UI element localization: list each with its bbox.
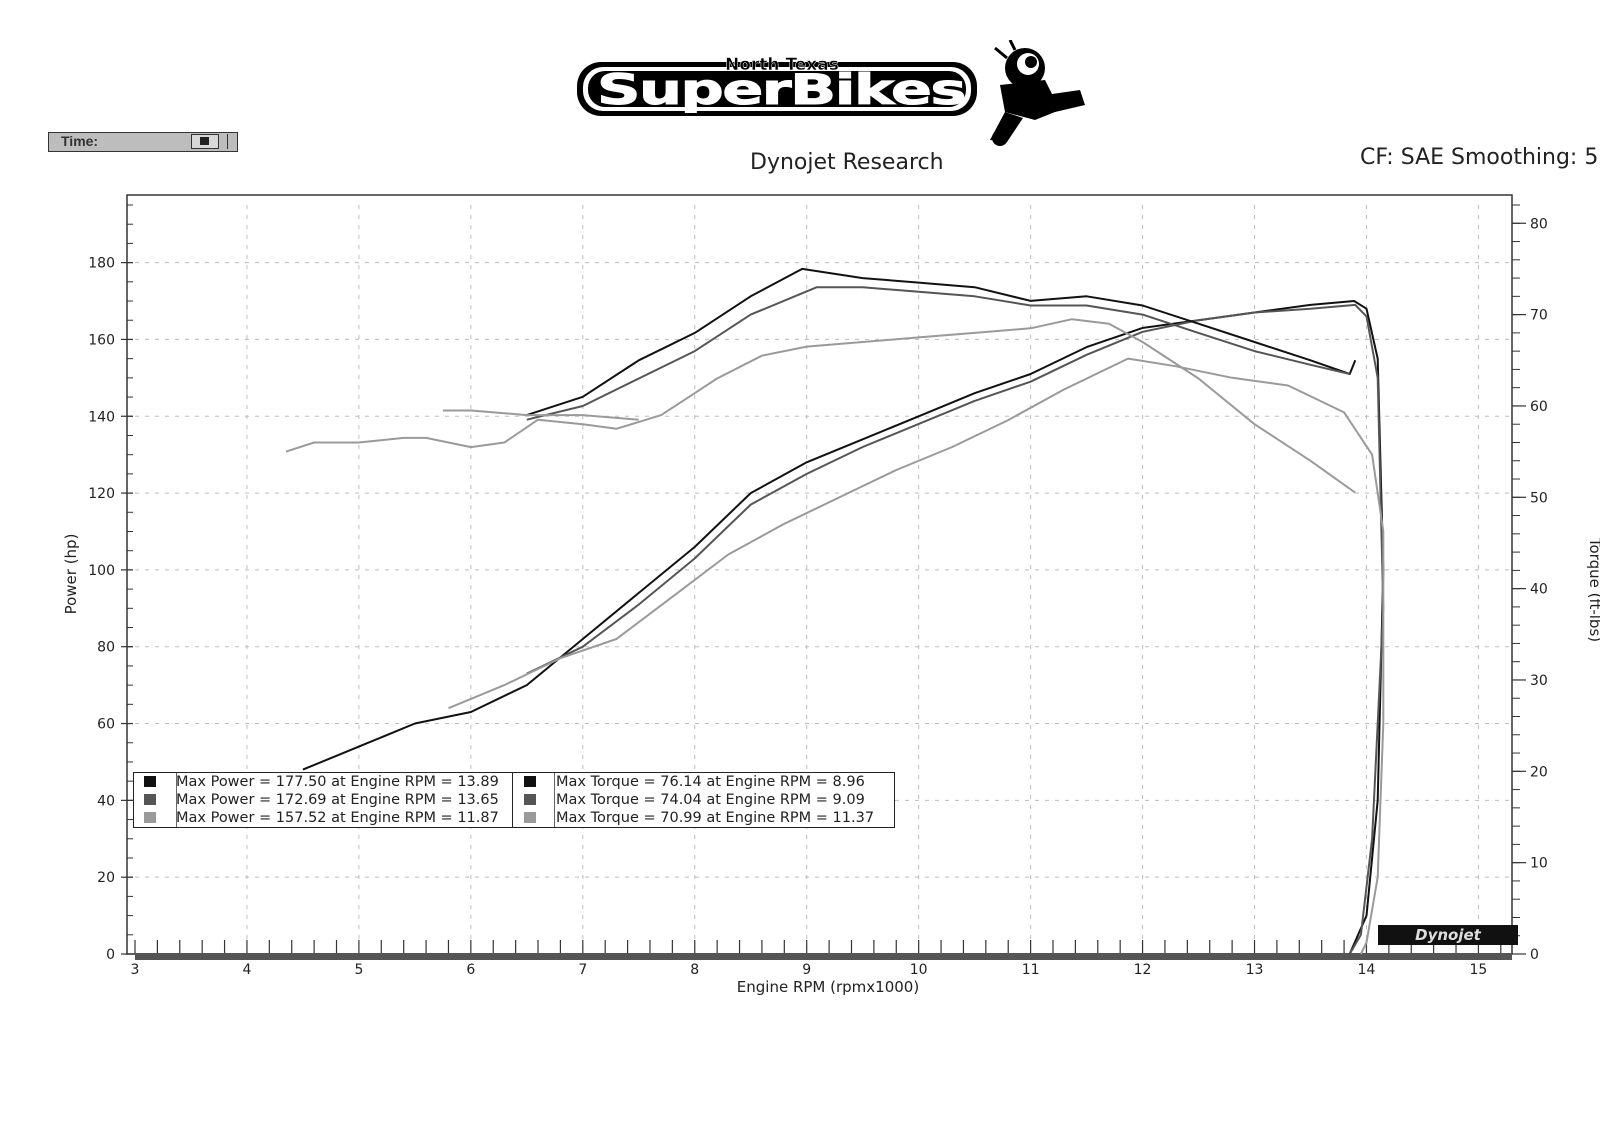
legend-divider [512,773,513,827]
x-tick-label: 7 [578,962,587,978]
y2-tick-label: 40 [1530,582,1548,598]
y-tick-label: 20 [97,870,115,886]
series-layer [285,267,1385,955]
y-tick-label: 60 [97,717,115,733]
x-tick-label: 4 [242,962,251,978]
legend-text: Max Torque = 74.04 at Engine RPM = 9.09 [556,792,865,808]
y-axis-label: Power (hp) [62,534,80,615]
legend-swatch [144,812,156,823]
legend-entry: Max Power = 157.52 at Engine RPM = 11.87 [134,809,514,827]
legend-entry: Max Power = 172.69 at Engine RPM = 13.65 [134,791,514,809]
chart-legend: Max Power = 177.50 at Engine RPM = 13.89… [133,772,895,828]
legend-entry: Max Torque = 70.99 at Engine RPM = 11.37 [514,809,894,827]
legend-swatch [524,776,536,787]
legend-torque-column: Max Torque = 76.14 at Engine RPM = 8.96 M… [514,773,894,827]
time-label: Time: [61,133,99,149]
x-tick-label: 9 [802,962,811,978]
power-series-line-1 [526,303,1385,955]
y2-axis-label: Torque (ft-lbs) [1586,537,1600,642]
y2-tick-label: 30 [1530,673,1548,689]
torque-series-line-6 [442,409,639,421]
legend-entry: Max Power = 177.50 at Engine RPM = 13.89 [134,773,514,791]
x-tick-label: 8 [690,962,699,978]
legend-entry: Max Torque = 76.14 at Engine RPM = 8.96 [514,773,894,791]
power-series-line-2 [448,357,1385,955]
axis-layer: 3 4 5 6 7 8 9 10 11 12 13 14 15020406080100120140160… [88,194,1548,978]
y2-tick-label: 70 [1530,308,1548,324]
x-tick-label: 13 [1246,962,1264,978]
y-tick-label: 140 [88,409,115,425]
torque-series-line-5 [285,318,1356,494]
y-tick-label: 40 [97,793,115,809]
y2-tick-label: 0 [1530,947,1539,963]
torque-series-line-4 [526,286,1350,421]
rider-mascot-icon [990,40,1085,146]
y2-tick-label: 20 [1530,764,1548,780]
x-tick-label: 3 [131,962,140,978]
x-tick-label: 10 [910,962,928,978]
y-tick-label: 180 [88,256,115,272]
y-tick-label: 160 [88,332,115,348]
legend-text: Max Torque = 70.99 at Engine RPM = 11.37 [556,810,875,826]
y2-tick-label: 60 [1530,399,1548,415]
power-series-line-0 [302,300,1385,955]
correction-factor-text: CF: SAE Smoothing: 5 [1360,145,1599,170]
dynojet-badge-text: Dynojet [1415,926,1482,944]
y-tick-label: 0 [106,947,115,963]
legend-text: Max Power = 157.52 at Engine RPM = 11.87 [176,810,499,826]
legend-swatch [524,794,536,805]
x-tick-label: 6 [466,962,475,978]
x-tick-label: 14 [1358,962,1376,978]
y2-tick-label: 50 [1530,490,1548,506]
y-tick-label: 120 [88,486,115,502]
time-stop-button[interactable] [191,134,219,149]
legend-power-column: Max Power = 177.50 at Engine RPM = 13.89… [134,773,514,827]
legend-swatch [144,794,156,805]
x-tick-label: 11 [1022,962,1040,978]
legend-text: Max Power = 172.69 at Engine RPM = 13.65 [176,792,499,808]
time-control-end [227,134,234,149]
logo-big-text: SuperBikes [597,65,965,114]
time-control[interactable]: Time: [48,132,238,152]
legend-swatch [524,812,536,823]
x-tick-label: 15 [1470,962,1488,978]
grid-layer [135,205,1512,954]
y-tick-label: 80 [97,640,115,656]
legend-text: Max Torque = 76.14 at Engine RPM = 8.96 [556,774,865,790]
legend-text: Max Power = 177.50 at Engine RPM = 13.89 [176,774,499,790]
x-tick-label: 12 [1134,962,1152,978]
y-tick-label: 100 [88,563,115,579]
x-axis-label: Engine RPM (rpmx1000) [737,978,919,996]
chart-subtitle: Dynojet Research [750,150,944,175]
legend-swatch [144,776,156,787]
torque-series-line-3 [526,267,1357,417]
logo-small-text: North Texas [725,55,839,75]
x-scroll-band[interactable] [135,953,1512,960]
y2-tick-label: 10 [1530,856,1548,872]
legend-entry: Max Torque = 74.04 at Engine RPM = 9.09 [514,791,894,809]
dynojet-badge: Dynojet [1378,925,1518,945]
y2-tick-label: 80 [1530,216,1548,232]
legend-right-divider [554,773,555,827]
x-tick-label: 5 [354,962,363,978]
legend-left-divider [176,773,177,827]
north-texas-superbikes-logo: North Texas SuperBikes [577,40,1085,146]
